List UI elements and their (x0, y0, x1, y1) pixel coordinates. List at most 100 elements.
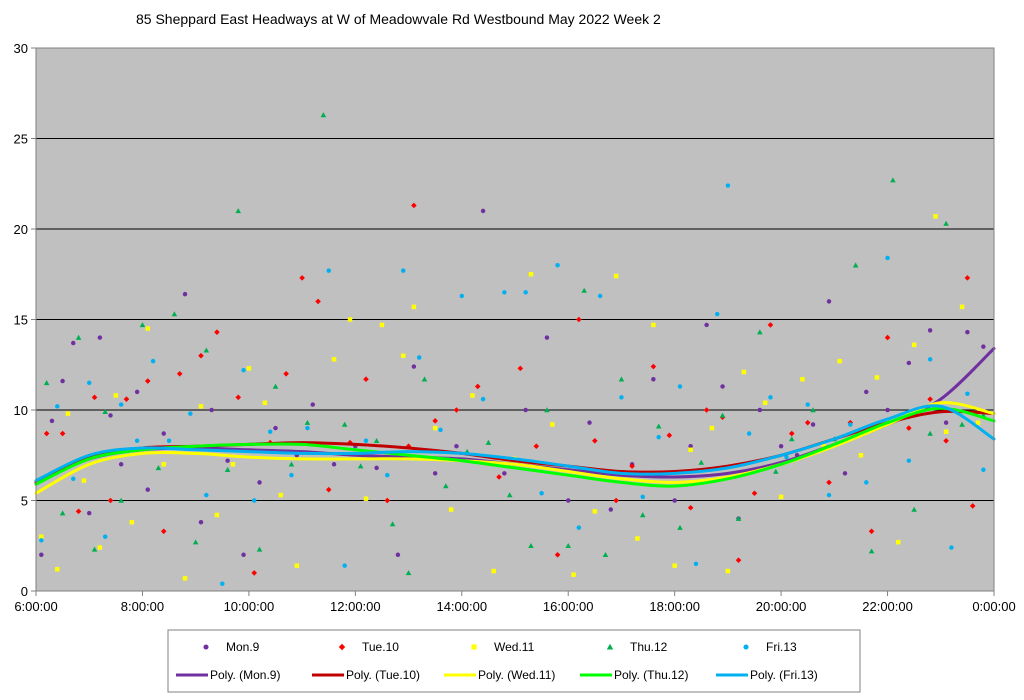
data-point (837, 358, 842, 364)
data-point (927, 357, 933, 362)
data-point (848, 422, 853, 427)
data-point (432, 471, 438, 476)
data-point (933, 214, 938, 219)
data-point (778, 494, 784, 500)
data-point (943, 220, 949, 226)
data-point (587, 420, 592, 425)
data-point (373, 437, 380, 444)
data-point (198, 352, 204, 359)
data-point (470, 393, 475, 398)
data-point (735, 557, 742, 564)
data-point (981, 344, 986, 349)
plot-border (35, 47, 995, 592)
data-point (432, 425, 438, 431)
grid-lines (36, 138, 994, 501)
data-point (304, 419, 311, 425)
data-point (906, 360, 912, 366)
data-point (150, 358, 156, 364)
data-point (502, 290, 507, 295)
data-point (320, 112, 327, 118)
data-point (496, 474, 502, 480)
data-point (906, 425, 912, 431)
legend-label: Poly. (Tue.10) (346, 668, 420, 682)
data-point (720, 384, 725, 389)
data-point (927, 396, 933, 402)
data-point (767, 322, 774, 328)
legend-label: Tue.10 (362, 640, 399, 654)
data-point (693, 561, 699, 567)
data-point (102, 409, 108, 415)
data-point (890, 177, 896, 183)
legend-label: Poly. (Fri.13) (750, 668, 818, 682)
data-point (55, 404, 60, 409)
series-thu-12 (43, 112, 987, 576)
data-point (224, 466, 231, 472)
data-point (964, 275, 971, 281)
series-mon-9 (39, 208, 986, 558)
series-wed-11 (39, 214, 981, 581)
data-point (129, 519, 135, 525)
data-point (751, 490, 758, 497)
data-point (677, 384, 683, 389)
data-point (741, 369, 747, 375)
data-point (49, 418, 55, 424)
data-point (139, 322, 146, 328)
data-point (523, 290, 528, 295)
legend-label: Poly. (Mon.9) (210, 668, 280, 682)
data-point (864, 480, 869, 485)
data-point (608, 507, 614, 512)
data-point (225, 458, 230, 463)
data-point (166, 438, 172, 444)
data-point (251, 570, 258, 576)
x-tick-label: 16:00:00 (543, 599, 594, 614)
legend-label: Wed.11 (494, 640, 535, 654)
data-point (357, 463, 364, 469)
series-fri-13 (39, 183, 986, 586)
data-point (283, 371, 289, 377)
data-point (331, 357, 337, 362)
data-point (384, 497, 391, 504)
data-point (491, 568, 496, 574)
data-point (965, 391, 970, 396)
data-point (160, 528, 167, 535)
y-tick-label: 20 (14, 222, 28, 237)
data-point (757, 329, 763, 335)
legend-marker (743, 644, 749, 650)
legend-marker (203, 644, 209, 650)
data-point (363, 438, 369, 444)
data-points (39, 112, 987, 586)
data-point (523, 407, 528, 413)
x-tick-label: 22:00:00 (862, 599, 913, 614)
y-tick-label: 15 (14, 313, 28, 328)
data-point (118, 462, 124, 467)
x-tick-label: 6:00:00 (14, 599, 57, 614)
data-point (161, 431, 166, 436)
data-point (107, 497, 114, 504)
data-point (810, 407, 816, 413)
data-point (241, 552, 246, 558)
legend-marker (606, 643, 614, 650)
data-point (310, 402, 315, 407)
data-point (965, 329, 970, 335)
data-point (288, 461, 295, 467)
data-point (325, 486, 332, 493)
chart-title: 85 Sheppard East Headways at W of Meadow… (136, 11, 661, 27)
data-point (257, 480, 262, 485)
data-point (949, 545, 954, 550)
data-point (703, 407, 710, 413)
data-point (804, 419, 811, 426)
data-point (214, 329, 220, 335)
data-point (885, 255, 890, 261)
data-point (772, 468, 779, 474)
data-point (688, 447, 693, 453)
legend-label: Mon.9 (226, 640, 260, 654)
data-point (145, 326, 151, 331)
data-point (198, 519, 204, 525)
data-point (533, 443, 540, 449)
legend-label: Thu.12 (630, 640, 668, 654)
data-point (474, 383, 481, 390)
data-point (273, 425, 278, 431)
data-point (220, 581, 225, 586)
data-point (43, 380, 50, 386)
data-point (155, 465, 162, 471)
